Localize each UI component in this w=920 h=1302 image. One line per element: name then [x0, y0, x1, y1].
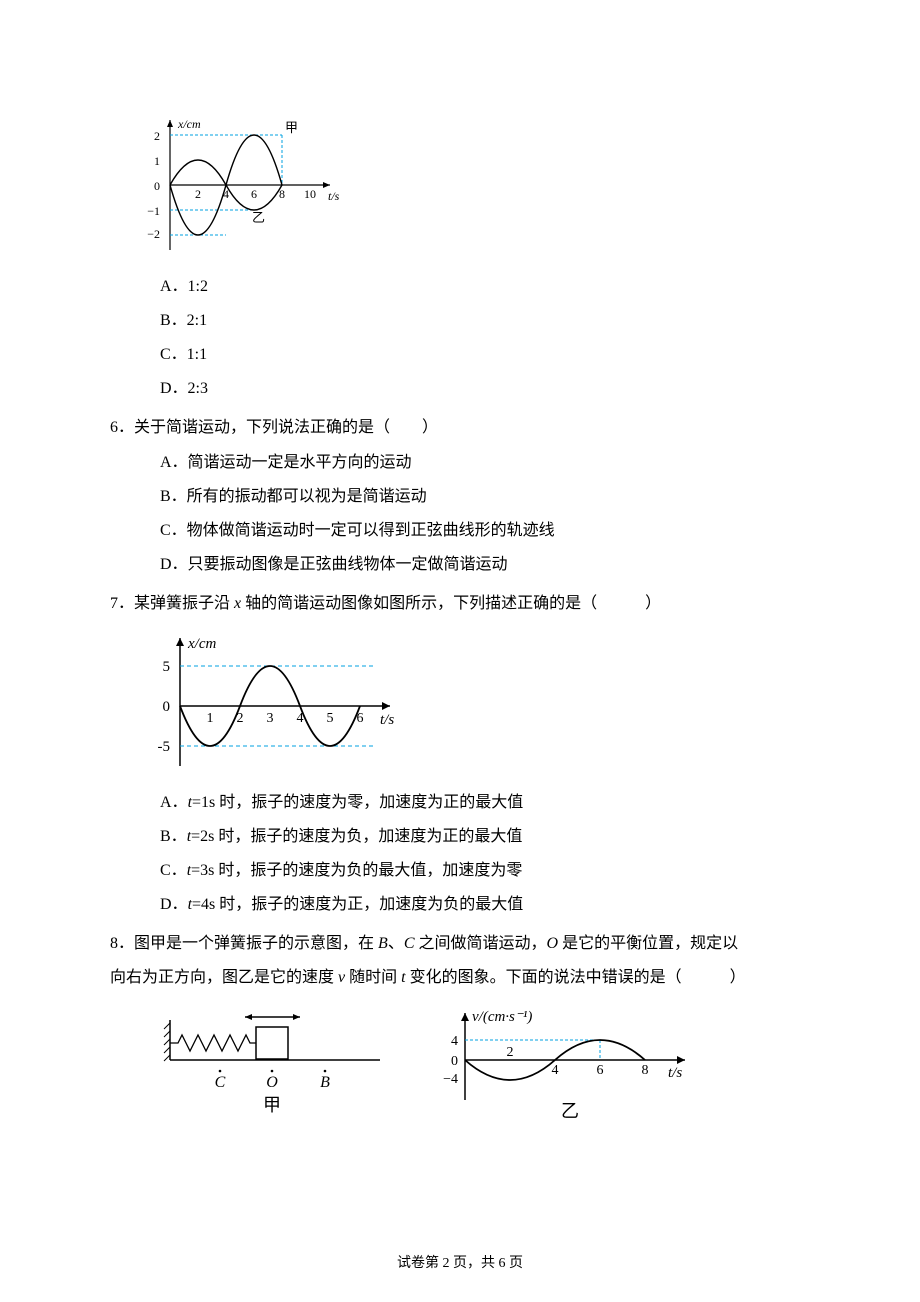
- q7-stem: 7．某弹簧振子沿 x 轴的简谐运动图像如图所示，下列描述正确的是（ ）: [110, 591, 810, 617]
- footer-suffix: 页: [506, 1256, 524, 1271]
- svg-text:1: 1: [207, 711, 214, 726]
- svg-text:−4: −4: [443, 1072, 458, 1087]
- q6-option-b: B．所有的振动都可以视为是简谐运动: [160, 485, 810, 509]
- svg-text:t/s: t/s: [328, 189, 340, 203]
- svg-text:−2: −2: [147, 227, 160, 241]
- q6-option-a: A．简谐运动一定是水平方向的运动: [160, 451, 810, 475]
- svg-text:0: 0: [163, 699, 171, 715]
- svg-text:0: 0: [154, 179, 160, 193]
- opt-prefix: D．: [160, 896, 188, 913]
- q8-figures: C O B 甲 4 0 −4 2 4 6 8 t/s v/(cm·s⁻¹) 乙: [160, 1005, 810, 1125]
- q8-stem-line1: 8．图甲是一个弹簧振子的示意图，在 B、C 之间做简谐运动，O 是它的平衡位置，…: [110, 931, 810, 957]
- svg-text:5: 5: [327, 711, 334, 726]
- opt-text: =1s 时，振子的速度为零，加速度为正的最大值: [192, 794, 523, 811]
- option-text: B．2:1: [160, 312, 207, 329]
- option-text: D．只要振动图像是正弦曲线物体一定做简谐运动: [160, 556, 508, 573]
- q8-stem-line2: 向右为正方向，图乙是它的速度 v 随时间 t 变化的图象。下面的说法中错误的是（…: [110, 965, 810, 991]
- svg-text:x/cm: x/cm: [187, 636, 216, 652]
- q7-option-a: A．t=1s 时，振子的速度为零，加速度为正的最大值: [160, 791, 810, 815]
- q8-t6: 变化的图象。下面的说法中错误的是（ ）: [406, 969, 746, 986]
- q5-option-c: C．1:1: [160, 343, 810, 367]
- footer-mid: 页，共: [450, 1256, 499, 1271]
- svg-text:−1: −1: [147, 204, 160, 218]
- shm-chart-2: 5 0 -5 1 2 3 4 5 6 t/s x/cm: [140, 626, 400, 776]
- svg-text:乙: 乙: [252, 210, 265, 225]
- footer-total: 6: [499, 1256, 506, 1271]
- option-text: C．1:1: [160, 346, 207, 363]
- q6-number: 6．: [110, 419, 134, 436]
- svg-text:4: 4: [552, 1063, 559, 1078]
- svg-text:6: 6: [597, 1063, 604, 1078]
- svg-text:1: 1: [154, 154, 160, 168]
- q8-B: B: [378, 935, 388, 952]
- q5-chart: 2 1 0 −1 −2 2 4 6 8 10 t/s x/cm 甲 乙: [140, 110, 810, 265]
- svg-text:v/(cm·s⁻¹): v/(cm·s⁻¹): [472, 1009, 532, 1025]
- option-text: A．1:2: [160, 278, 208, 295]
- shm-chart-1: 2 1 0 −1 −2 2 4 6 8 10 t/s x/cm 甲 乙: [140, 110, 340, 260]
- footer-page: 2: [443, 1256, 450, 1271]
- q8-t1: 图甲是一个弹簧振子的示意图，在: [134, 935, 378, 952]
- opt-prefix: A．: [160, 794, 188, 811]
- spring-mass-diagram: C O B 甲: [160, 1005, 390, 1115]
- q5-option-b: B．2:1: [160, 309, 810, 333]
- svg-text:甲: 甲: [285, 120, 298, 135]
- svg-text:3: 3: [267, 711, 274, 726]
- q7-option-d: D．t=4s 时，振子的速度为正，加速度为负的最大值: [160, 893, 810, 917]
- opt-text: =3s 时，振子的速度为负的最大值，加速度为零: [191, 862, 522, 879]
- svg-text:6: 6: [251, 187, 257, 201]
- svg-text:t/s: t/s: [380, 712, 394, 728]
- q8-t5: 随时间: [345, 969, 401, 986]
- q7-number: 7．: [110, 595, 134, 612]
- q8-t4: 向右为正方向，图乙是它的速度: [110, 969, 338, 986]
- q5-option-a: A．1:2: [160, 275, 810, 299]
- q7-text-a: 某弹簧振子沿: [134, 595, 234, 612]
- svg-text:0: 0: [451, 1054, 458, 1069]
- q7-text-b: 轴的简谐运动图像如图所示，下列描述正确的是（ ）: [241, 595, 661, 612]
- q6-stem: 6．关于简谐运动，下列说法正确的是（ ）: [110, 415, 810, 441]
- opt-prefix: B．: [160, 828, 187, 845]
- svg-text:4: 4: [451, 1034, 458, 1049]
- opt-text: =4s 时，振子的速度为正，加速度为负的最大值: [192, 896, 523, 913]
- q7-option-c: C．t=3s 时，振子的速度为负的最大值，加速度为零: [160, 859, 810, 883]
- q8-number: 8．: [110, 935, 134, 952]
- page-footer: 试卷第 2 页，共 6 页: [0, 1252, 920, 1272]
- svg-text:x/cm: x/cm: [177, 117, 201, 131]
- svg-text:2: 2: [195, 187, 201, 201]
- option-text: C．物体做简谐运动时一定可以得到正弦曲线形的轨迹线: [160, 522, 555, 539]
- svg-text:B: B: [320, 1074, 330, 1091]
- svg-text:2: 2: [154, 129, 160, 143]
- svg-text:O: O: [266, 1074, 278, 1091]
- q7-option-b: B．t=2s 时，振子的速度为负，加速度为正的最大值: [160, 825, 810, 849]
- opt-prefix: C．: [160, 862, 187, 879]
- q8-t2: 之间做简谐运动，: [415, 935, 547, 952]
- svg-text:10: 10: [304, 187, 316, 201]
- svg-text:甲: 甲: [263, 1095, 281, 1115]
- svg-text:乙: 乙: [561, 1101, 579, 1121]
- velocity-time-chart: 4 0 −4 2 4 6 8 t/s v/(cm·s⁻¹) 乙: [430, 1005, 700, 1125]
- svg-text:t/s: t/s: [668, 1065, 682, 1081]
- option-text: D．2:3: [160, 380, 208, 397]
- q8-sep: 、: [388, 935, 404, 952]
- q8-O: O: [547, 935, 559, 952]
- q6-option-c: C．物体做简谐运动时一定可以得到正弦曲线形的轨迹线: [160, 519, 810, 543]
- option-text: A．简谐运动一定是水平方向的运动: [160, 454, 412, 471]
- q8-C: C: [404, 935, 415, 952]
- q6-text: 关于简谐运动，下列说法正确的是（ ）: [134, 419, 438, 436]
- svg-text:2: 2: [507, 1045, 514, 1060]
- opt-text: =2s 时，振子的速度为负，加速度为正的最大值: [191, 828, 522, 845]
- q6-option-d: D．只要振动图像是正弦曲线物体一定做简谐运动: [160, 553, 810, 577]
- svg-text:8: 8: [642, 1063, 649, 1078]
- svg-text:C: C: [215, 1074, 226, 1091]
- footer-prefix: 试卷第: [397, 1256, 443, 1271]
- q5-option-d: D．2:3: [160, 377, 810, 401]
- q7-chart: 5 0 -5 1 2 3 4 5 6 t/s x/cm: [140, 626, 810, 781]
- q8-t3: 是它的平衡位置，规定以: [558, 935, 738, 952]
- option-text: B．所有的振动都可以视为是简谐运动: [160, 488, 427, 505]
- svg-text:-5: -5: [158, 739, 171, 755]
- svg-text:5: 5: [163, 659, 171, 675]
